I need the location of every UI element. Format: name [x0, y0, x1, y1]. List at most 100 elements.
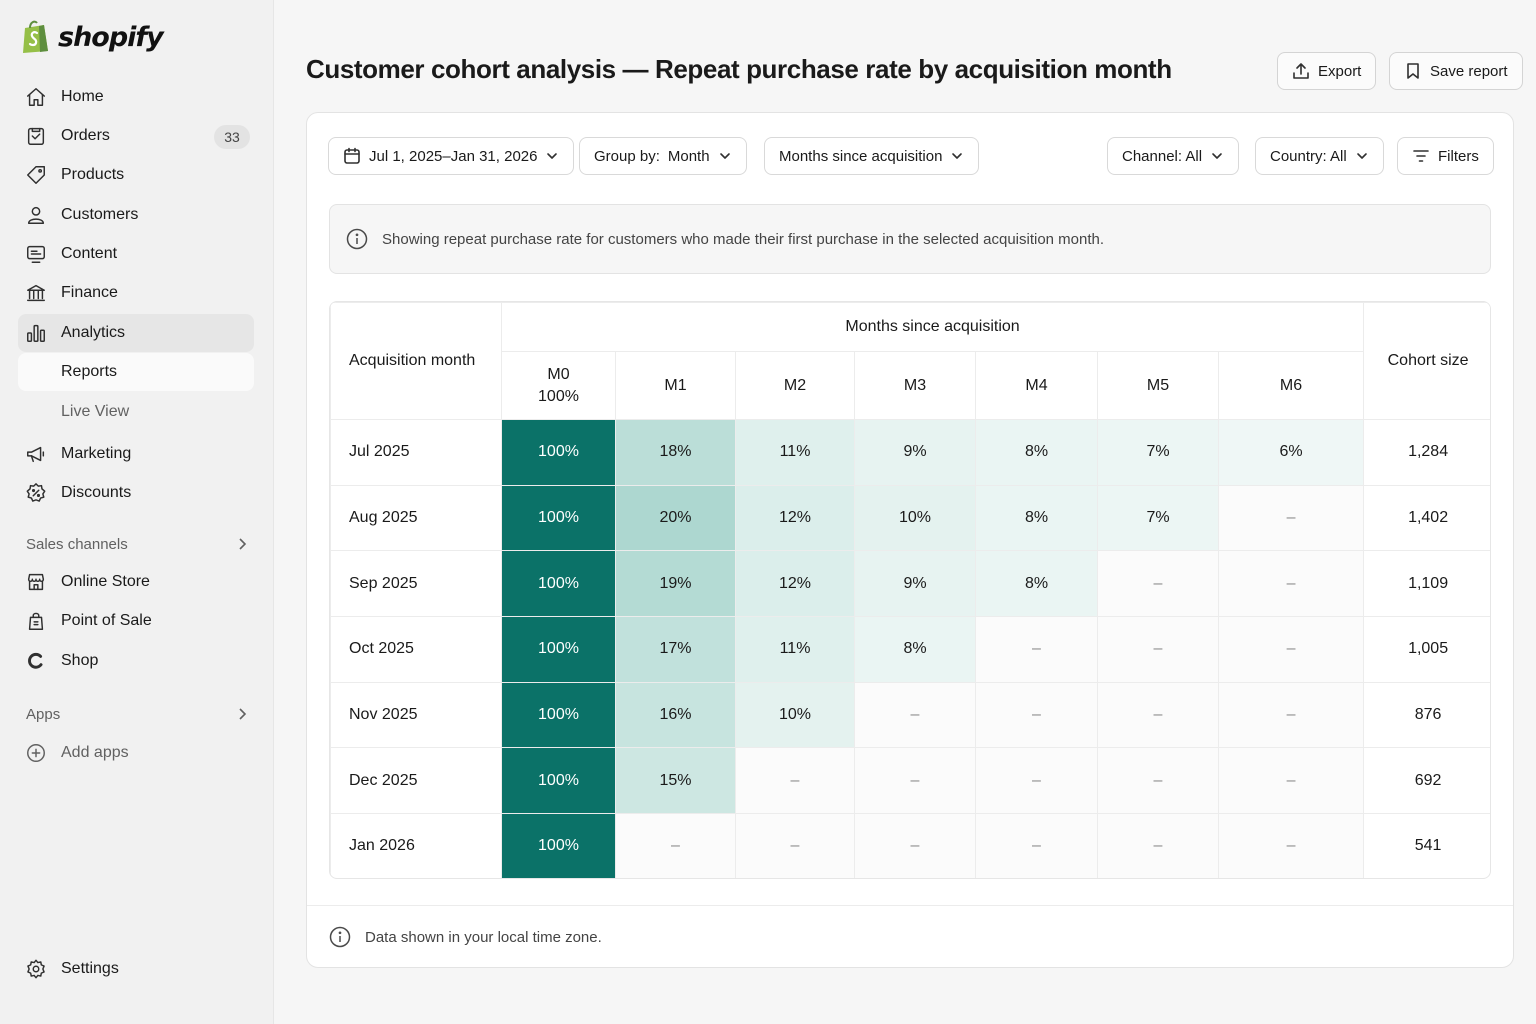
cohort-cell-m4: – — [975, 616, 1098, 683]
save-report-button[interactable]: Save report — [1389, 52, 1523, 90]
sidebar-item-discounts[interactable]: Discounts — [18, 474, 254, 512]
timezone-footnote: Data shown in your local time zone. — [329, 925, 602, 949]
cohort-cell-m0: 100% — [501, 484, 616, 552]
pos-icon — [24, 609, 48, 633]
sidebar-item-point-of-sale[interactable]: Point of Sale — [18, 602, 254, 640]
months-since-acquisition-header: Months since acquisition — [500, 302, 1365, 352]
acquisition-month-cell: Dec 2025 — [330, 747, 502, 815]
shopify-logo[interactable]: shopify — [20, 18, 164, 56]
plus-circle-icon — [24, 741, 48, 765]
cohort-cell-m5: – — [1097, 616, 1219, 683]
sidebar-item-live-view[interactable]: Live View — [18, 393, 254, 431]
cohort-cell-m2: – — [735, 813, 855, 878]
cohort-cell-m5: 7% — [1097, 484, 1219, 552]
info-icon — [346, 228, 368, 250]
sidebar-item-online-store[interactable]: Online Store — [18, 563, 254, 601]
cohort-table: Acquisition month Months since acquisiti… — [329, 301, 1491, 879]
cohort-cell-m2: 12% — [735, 550, 855, 618]
cohort-cell-m0: 100% — [501, 747, 616, 815]
table-row: Aug 2025 100% 20% 12% 10% 8% 7% –1,402 — [330, 484, 1490, 552]
cohort-cell-m0: 100% — [501, 419, 616, 486]
cohort-cell-m6: – — [1217, 813, 1365, 878]
sidebar-item-add-apps[interactable]: Add apps — [18, 734, 254, 772]
axis-select[interactable]: Months since acquisition — [764, 137, 980, 175]
sidebar-item-label: Point of Sale — [61, 612, 152, 629]
sidebar-item-customers[interactable]: Customers — [18, 196, 254, 234]
acquisition-month-cell: Aug 2025 — [330, 484, 502, 552]
sidebar-item-analytics[interactable]: Analytics — [18, 314, 254, 352]
country-value: Country: All — [1270, 147, 1347, 165]
group-by-select[interactable]: Group by: Month — [579, 137, 747, 175]
sidebar-item-content[interactable]: Content — [18, 235, 254, 273]
cohort-cell-m4: 8% — [975, 419, 1098, 486]
month-header-m2: M2 — [735, 351, 855, 420]
sidebar-item-label: Finance — [61, 284, 118, 301]
sidebar-item-finance[interactable]: Finance — [18, 274, 254, 312]
cohort-cell-m1: – — [615, 813, 736, 878]
footnote-text: Data shown in your local time zone. — [365, 928, 602, 946]
card-divider — [307, 905, 1513, 906]
shop-icon — [24, 649, 48, 673]
sidebar-item-products[interactable]: Products — [18, 156, 254, 194]
sidebar-item-label: Home — [61, 88, 104, 105]
cohort-cell-m2: 11% — [735, 616, 855, 683]
country-filter[interactable]: Country: All — [1255, 137, 1384, 175]
sidebar-item-home[interactable]: Home — [18, 78, 254, 116]
cohort-cell-m3: 8% — [854, 616, 976, 683]
chevron-right-icon — [239, 708, 247, 720]
sidebar-item-reports[interactable]: Reports — [18, 353, 254, 391]
cohort-cell-m0: 100% — [501, 813, 616, 878]
table-row: Oct 2025 100% 17% 11% 8% – – –1,005 — [330, 616, 1490, 683]
table-row: Jan 2026 100% – – – – – –541 — [330, 813, 1490, 878]
month-header-m4: M4 — [975, 351, 1098, 420]
sales-channels-section[interactable]: Sales channels — [26, 532, 250, 556]
apps-section[interactable]: Apps — [26, 702, 250, 726]
store-icon — [24, 570, 48, 594]
cohort-cell-m5: – — [1097, 550, 1219, 618]
table-row: Sep 2025 100% 19% 12% 9% 8% – –1,109 — [330, 550, 1490, 618]
cohort-cell-m6: 6% — [1217, 419, 1365, 486]
cohort-cell-m1: 16% — [615, 681, 736, 749]
cohort-cell-m6: – — [1217, 550, 1365, 618]
sidebar-item-orders[interactable]: Orders 33 — [18, 117, 254, 155]
orders-icon — [24, 124, 48, 148]
cohort-size-cell: 692 — [1363, 747, 1490, 815]
cohort-cell-m4: – — [975, 681, 1098, 749]
cohort-cell-m1: 15% — [615, 747, 736, 815]
sidebar-item-shop[interactable]: Shop — [18, 642, 254, 680]
filters-button[interactable]: Filters — [1397, 137, 1494, 175]
cohort-cell-m3: – — [854, 747, 976, 815]
cohort-cell-m4: – — [975, 813, 1098, 878]
axis-value: Months since acquisition — [779, 147, 943, 165]
cohort-size-cell: 541 — [1363, 813, 1490, 878]
cohort-cell-m3: 9% — [854, 550, 976, 618]
table-row: Jul 2025 100% 18% 11% 9% 8% 7% 6% 1,284 — [330, 419, 1490, 486]
upload-icon — [1293, 63, 1309, 79]
info-banner: Showing repeat purchase rate for custome… — [329, 204, 1491, 274]
cohort-cell-m3: – — [854, 813, 976, 878]
cohort-size-header: Cohort size — [1363, 302, 1490, 420]
table-row: Nov 2025 100% 16% 10% – – – –876 — [330, 681, 1490, 749]
acquisition-month-cell: Jul 2025 — [330, 419, 502, 486]
cohort-card: Jul 1, 2025–Jan 31, 2026 Group by: Month… — [306, 112, 1514, 968]
cohort-cell-m0: 100% — [501, 550, 616, 618]
group-by-label: Group by: — [594, 147, 660, 165]
channel-filter[interactable]: Channel: All — [1107, 137, 1240, 175]
export-button[interactable]: Export — [1277, 52, 1377, 90]
cohort-cell-m5: – — [1097, 813, 1219, 878]
sidebar-item-settings[interactable]: Settings — [18, 950, 254, 988]
cohort-cell-m5: – — [1097, 747, 1219, 815]
page-title: Customer cohort analysis — Repeat purcha… — [306, 54, 1172, 84]
cohort-cell-m4: – — [975, 747, 1098, 815]
cohort-cell-m3: 10% — [854, 484, 976, 552]
m0-sublabel: 100% — [538, 387, 579, 405]
content-icon — [24, 242, 48, 266]
sidebar-item-label: Settings — [61, 960, 119, 977]
date-range-picker[interactable]: Jul 1, 2025–Jan 31, 2026 — [328, 137, 575, 175]
cohort-cell-m3: – — [854, 681, 976, 749]
gear-icon — [24, 957, 48, 981]
month-header-m5: M5 — [1097, 351, 1219, 420]
sidebar-item-marketing[interactable]: Marketing — [18, 435, 254, 473]
acquisition-month-cell: Sep 2025 — [330, 550, 502, 618]
info-text: Showing repeat purchase rate for custome… — [382, 230, 1105, 248]
